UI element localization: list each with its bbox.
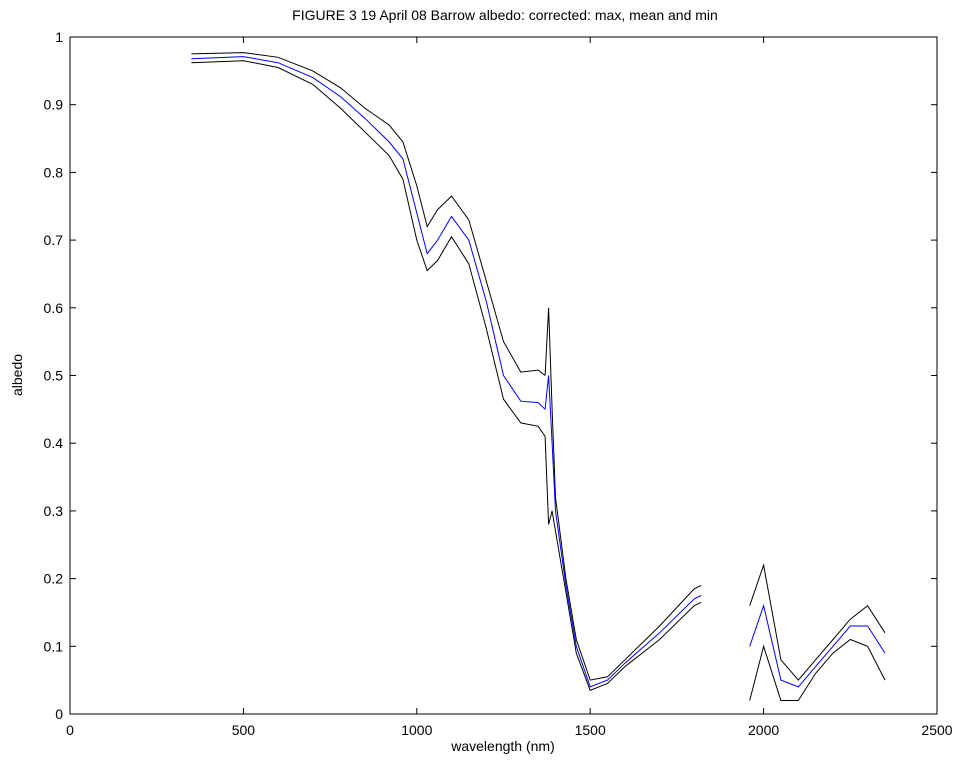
- chart-title: FIGURE 3 19 April 08 Barrow albedo: corr…: [292, 7, 718, 23]
- y-tick-label: 0.6: [44, 300, 64, 316]
- x-tick-label: 0: [66, 722, 74, 738]
- min-albedo-line-segment-3: [749, 638, 886, 701]
- x-tick-label: 1000: [401, 722, 432, 738]
- mean-albedo-line-segment-2: [544, 375, 702, 688]
- x-tick-label: 2000: [748, 722, 779, 738]
- max-albedo-line-segment-2: [544, 307, 702, 681]
- y-tick-label: 0.7: [44, 232, 64, 248]
- x-axis: 0 500 1000 1500 2000 2500: [66, 37, 953, 738]
- y-tick-label: 0: [55, 706, 63, 722]
- min-albedo-line-segment-2: [544, 436, 702, 691]
- y-tick-label: 0.5: [44, 368, 64, 384]
- y-tick-label: 1: [55, 29, 63, 45]
- mean-albedo-line-segment-3: [749, 603, 886, 688]
- y-axis-label: albedo: [9, 354, 25, 396]
- y-tick-label: 0.2: [44, 571, 64, 587]
- y-axis: 0 0.1 0.2 0.3 0.4 0.5 0.6 0.7 0.8 0.9 1: [44, 29, 937, 722]
- x-axis-label: wavelength (nm): [450, 738, 555, 754]
- min-albedo-line-segment-1: [191, 60, 546, 437]
- y-tick-label: 0.9: [44, 97, 64, 113]
- max-albedo-line-segment-3: [749, 563, 886, 681]
- y-tick-label: 0.8: [44, 164, 64, 180]
- x-tick-label: 500: [232, 722, 256, 738]
- plot-lines: [191, 52, 886, 701]
- max-albedo-line-segment-1: [191, 52, 546, 376]
- mean-albedo-line-segment-1: [191, 56, 546, 410]
- y-tick-label: 0.1: [44, 638, 64, 654]
- x-tick-label: 2500: [921, 722, 952, 738]
- x-tick-label: 1500: [575, 722, 606, 738]
- y-tick-label: 0.3: [44, 503, 64, 519]
- y-tick-label: 0.4: [44, 435, 64, 451]
